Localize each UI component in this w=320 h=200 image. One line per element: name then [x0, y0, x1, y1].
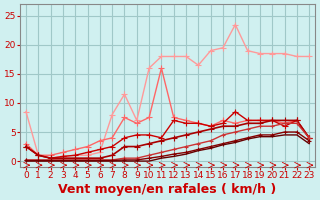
X-axis label: Vent moyen/en rafales ( km/h ): Vent moyen/en rafales ( km/h ): [59, 183, 277, 196]
